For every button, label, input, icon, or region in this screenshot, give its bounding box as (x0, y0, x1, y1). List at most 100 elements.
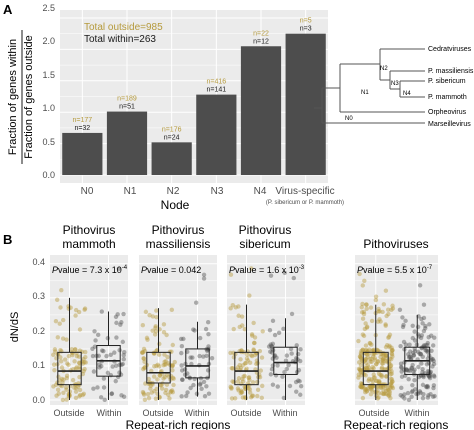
data-point (57, 321, 62, 326)
data-point (412, 377, 417, 383)
data-point (386, 307, 391, 312)
data-point (390, 379, 395, 385)
data-point (423, 347, 428, 353)
data-point (418, 352, 423, 357)
data-point (72, 385, 77, 390)
panel-a-ytick-0: 0.0 (42, 170, 55, 180)
data-point (245, 352, 250, 358)
subplot-2-title-line1: Pithovirus (239, 223, 292, 237)
data-point (425, 395, 431, 400)
data-point (267, 327, 273, 333)
data-point (421, 392, 426, 397)
data-point (188, 385, 193, 391)
data-point (387, 345, 392, 350)
data-point (55, 335, 60, 340)
data-point (270, 318, 276, 324)
data-point (73, 366, 79, 371)
panel-a-n-outside-label: n=416 (206, 79, 226, 86)
data-point (233, 351, 238, 357)
data-point (400, 324, 406, 330)
data-point (152, 388, 157, 394)
data-point (228, 306, 233, 311)
data-point (360, 395, 366, 401)
data-point (360, 283, 365, 288)
data-point (296, 367, 302, 373)
data-point (235, 379, 241, 384)
data-point (161, 330, 167, 335)
panel-a-letter: A (3, 2, 13, 17)
data-point (268, 349, 273, 354)
data-point (244, 366, 249, 371)
panel-a-ytick-5: 2.5 (42, 3, 55, 13)
data-point (390, 306, 396, 311)
data-point (363, 360, 369, 366)
data-point (140, 389, 146, 395)
panel-a-bar (62, 132, 103, 175)
data-point (163, 359, 169, 364)
subplot-background (139, 255, 217, 405)
subplot-background (227, 255, 305, 405)
subplot-background (355, 255, 438, 405)
data-point (153, 329, 159, 334)
data-point (92, 329, 97, 334)
data-point (66, 391, 71, 397)
data-point (377, 380, 382, 385)
data-point (417, 351, 422, 356)
data-point (54, 297, 60, 303)
data-point (142, 365, 147, 370)
data-point (409, 366, 415, 371)
data-point (119, 320, 124, 325)
data-point (400, 315, 405, 320)
data-point (384, 313, 389, 319)
data-point (260, 329, 265, 334)
data-point (248, 395, 254, 400)
data-point (83, 354, 88, 360)
data-point (389, 380, 394, 386)
data-point (275, 384, 280, 389)
panel-a-n-within-label: n=12 (253, 38, 269, 45)
data-point (380, 356, 386, 362)
data-point (385, 387, 391, 393)
data-point (291, 275, 297, 281)
data-point (82, 366, 87, 372)
data-point (161, 322, 167, 327)
data-point (99, 348, 105, 353)
data-point (82, 359, 87, 365)
data-point (102, 397, 107, 403)
data-point (368, 359, 373, 364)
subplot-2-title-line2: sibericum (239, 237, 290, 251)
panel-a-xtick-3: N3 (211, 186, 224, 197)
data-point (239, 389, 244, 395)
data-point (121, 352, 126, 358)
data-point (363, 356, 368, 362)
data-point (367, 384, 373, 389)
data-point (61, 377, 66, 382)
data-point (73, 395, 79, 401)
data-point (378, 319, 383, 324)
data-point (154, 386, 159, 392)
data-point (294, 389, 299, 394)
data-point (387, 391, 392, 397)
data-point (369, 342, 374, 347)
data-point (101, 385, 107, 390)
data-point (364, 325, 370, 330)
data-point (432, 335, 437, 340)
data-point (379, 361, 385, 366)
data-point (159, 386, 165, 391)
data-point (367, 340, 372, 346)
data-point (387, 332, 393, 337)
data-point (240, 363, 246, 368)
data-point (412, 367, 417, 372)
data-point (360, 301, 365, 307)
data-point (209, 355, 215, 361)
data-point (297, 379, 302, 384)
data-point (269, 346, 275, 351)
data-point (58, 383, 63, 388)
data-point (140, 350, 145, 355)
data-point (398, 364, 404, 370)
data-point (370, 384, 376, 389)
data-point (369, 385, 374, 390)
data-point (236, 376, 242, 381)
data-point (406, 376, 411, 382)
